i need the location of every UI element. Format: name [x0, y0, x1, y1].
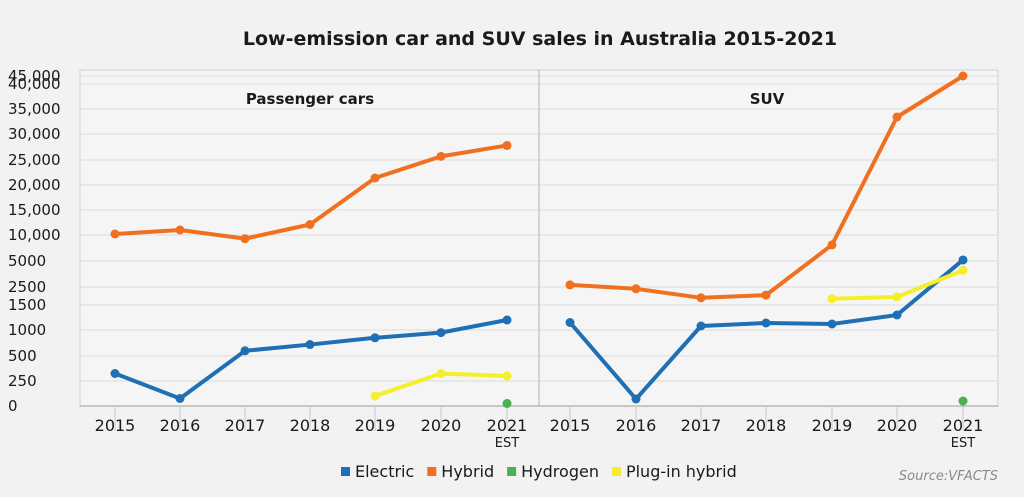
data-point-hybrid — [370, 173, 380, 183]
data-point-electric — [240, 346, 250, 356]
y-tick-label: 30,000 — [8, 125, 61, 143]
x-tick-label: 2020 — [877, 416, 918, 435]
data-point-hybrid — [631, 284, 641, 294]
data-point-electric — [827, 319, 837, 329]
data-point-hybrid — [436, 151, 446, 161]
x-tick-label: 2016 — [616, 416, 657, 435]
legend-label: Hydrogen — [521, 462, 599, 481]
data-point-hybrid — [696, 293, 706, 303]
x-tick-label: 2019 — [812, 416, 853, 435]
data-point-electric — [175, 394, 185, 403]
y-tick-label: 40,000 — [8, 75, 61, 93]
data-point-electric — [761, 318, 771, 328]
data-point-plug-in-hybrid — [436, 369, 446, 378]
y-tick-label: 20,000 — [8, 176, 61, 194]
legend: Electric Hybrid Hydrogen Plug-in hybrid — [341, 462, 737, 481]
x-tick-label: 2020 — [421, 416, 462, 435]
data-point-electric — [696, 321, 706, 331]
x-tick-label: 2017 — [681, 416, 722, 435]
legend-swatch — [341, 467, 350, 476]
x-tick-label: 2018 — [746, 416, 787, 435]
data-point-plug-in-hybrid — [892, 292, 902, 302]
source-note: Source:VFACTS — [899, 469, 998, 484]
y-tick-label: 45,000 — [8, 67, 61, 85]
data-point-plug-in-hybrid — [502, 371, 512, 381]
data-point-hybrid — [175, 225, 185, 235]
y-tick-label: 10,000 — [8, 226, 61, 244]
y-tick-label: 0 — [8, 397, 18, 415]
x-tick-label: 2017 — [225, 416, 266, 435]
data-point-electric — [892, 310, 902, 320]
data-point-plug-in-hybrid — [370, 391, 380, 401]
data-point-hybrid — [761, 290, 771, 300]
x-tick-label: 2015 — [550, 416, 591, 435]
y-tick-label: 1000 — [8, 321, 46, 339]
legend-label: Plug-in hybrid — [626, 462, 737, 481]
data-point-hybrid — [827, 240, 837, 250]
panel-title: SUV — [750, 90, 785, 108]
data-point-plug-in-hybrid — [958, 265, 968, 275]
data-point-electric — [958, 255, 968, 265]
legend-label: Electric — [355, 462, 414, 481]
data-point-hybrid — [240, 234, 250, 244]
data-point-hybrid — [502, 140, 512, 150]
data-point-hybrid — [565, 280, 575, 290]
legend-swatch — [427, 467, 437, 476]
data-point-hybrid — [110, 229, 120, 239]
data-point-electric — [110, 369, 120, 378]
data-point-hydrogen — [502, 399, 512, 408]
y-tick-label: 250 — [8, 372, 37, 390]
legend-swatch — [611, 467, 621, 476]
y-tick-label: 5000 — [8, 252, 46, 270]
x-tick-sublabel: EST — [951, 436, 975, 451]
y-tick-label: 25,000 — [8, 151, 61, 169]
data-point-hybrid — [305, 220, 315, 229]
x-tick-label: 2018 — [290, 416, 331, 435]
x-tick-label: 2016 — [160, 416, 201, 435]
chart-title: Low-emission car and SUV sales in Austra… — [243, 28, 837, 50]
y-tick-label: 35,000 — [8, 100, 61, 118]
legend-swatch — [507, 467, 517, 476]
legend-label: Hybrid — [441, 462, 494, 481]
y-tick-label: 500 — [8, 347, 37, 365]
x-tick-label: 2021 — [487, 416, 528, 435]
data-point-electric — [370, 333, 380, 343]
data-point-electric — [436, 328, 446, 338]
data-point-hybrid — [892, 112, 902, 122]
data-point-electric — [305, 340, 315, 350]
x-tick-label: 2015 — [95, 416, 136, 435]
data-point-hydrogen — [958, 396, 968, 406]
y-tick-label: 2500 — [8, 278, 46, 296]
data-point-electric — [631, 394, 641, 404]
y-tick-label: 15,000 — [8, 201, 61, 219]
y-tick-label: 1500 — [8, 296, 46, 314]
data-point-hybrid — [958, 71, 968, 81]
data-point-plug-in-hybrid — [827, 294, 837, 304]
x-tick-sublabel: EST — [495, 436, 519, 451]
panel-title: Passenger cars — [246, 90, 374, 108]
data-point-electric — [565, 318, 575, 327]
data-point-electric — [502, 315, 512, 325]
x-tick-label: 2021 — [943, 416, 984, 435]
x-tick-label: 2019 — [355, 416, 396, 435]
